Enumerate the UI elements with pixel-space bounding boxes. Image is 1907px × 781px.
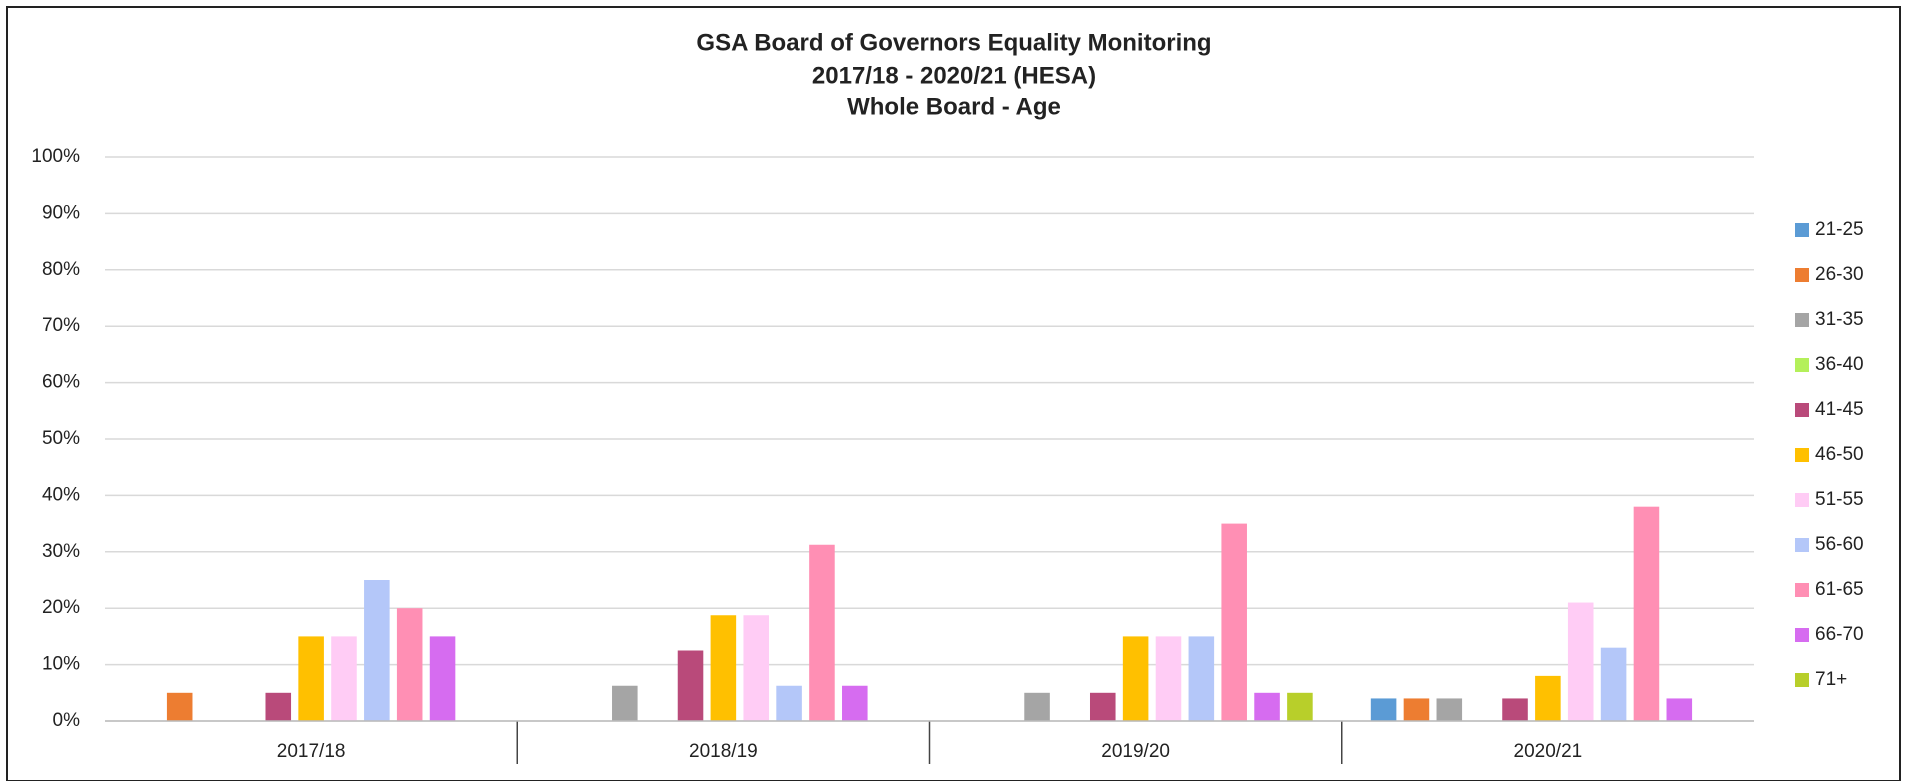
- bar: [809, 544, 835, 721]
- y-tick-label: 20%: [42, 597, 80, 618]
- bar: [1254, 692, 1280, 721]
- legend-swatch: [1795, 538, 1809, 552]
- bar: [1600, 647, 1627, 721]
- bar: [1633, 506, 1660, 721]
- legend-label: 36-40: [1815, 354, 1864, 375]
- chart-title: GSA Board of Governors Equality Monitori…: [696, 29, 1211, 56]
- bar: [429, 636, 456, 721]
- legend-label: 21-25: [1815, 219, 1864, 240]
- chart-subtitle: 2017/18 - 2020/21 (HESA): [812, 62, 1096, 89]
- x-tick-label: 2018/19: [689, 741, 758, 762]
- bar: [1155, 636, 1182, 721]
- legend-swatch: [1795, 583, 1809, 597]
- bar: [1221, 523, 1247, 721]
- y-tick-label: 10%: [42, 654, 80, 675]
- y-tick-label: 30%: [42, 541, 80, 562]
- y-tick-label: 80%: [42, 259, 80, 280]
- y-tick-label: 100%: [31, 146, 80, 167]
- bar: [1122, 636, 1149, 721]
- bar: [1188, 636, 1215, 721]
- bar: [842, 685, 868, 721]
- bar: [677, 650, 704, 721]
- y-tick-label: 0%: [53, 710, 81, 731]
- bar: [1567, 602, 1594, 721]
- legend-label: 51-55: [1815, 489, 1864, 510]
- y-tick-label: 70%: [42, 315, 80, 336]
- bar: [364, 580, 390, 721]
- legend-swatch: [1795, 448, 1809, 462]
- legend-label: 41-45: [1815, 399, 1864, 420]
- legend-label: 31-35: [1815, 309, 1864, 330]
- chart-subtitle: Whole Board - Age: [847, 93, 1061, 120]
- legend-swatch: [1795, 628, 1809, 642]
- legend-label: 46-50: [1815, 444, 1864, 465]
- y-tick-label: 40%: [42, 484, 80, 505]
- legend-swatch: [1795, 313, 1809, 327]
- bar: [166, 692, 193, 721]
- legend-swatch: [1795, 493, 1809, 507]
- bar: [612, 685, 638, 721]
- legend-label: 56-60: [1815, 534, 1864, 555]
- x-tick-label: 2020/21: [1514, 741, 1583, 762]
- bar: [1403, 698, 1430, 721]
- bar: [1502, 698, 1528, 721]
- y-tick-label: 90%: [42, 202, 80, 223]
- legend-swatch: [1795, 223, 1809, 237]
- bar: [331, 636, 357, 721]
- legend-label: 61-65: [1815, 579, 1864, 600]
- legend-swatch: [1795, 673, 1809, 687]
- x-tick-label: 2019/20: [1101, 741, 1170, 762]
- legend-label: 71+: [1815, 669, 1847, 690]
- bar: [1436, 698, 1463, 721]
- bar: [1287, 692, 1313, 721]
- bar: [710, 615, 737, 721]
- bar: [743, 615, 770, 721]
- bar: [396, 608, 423, 721]
- bar: [1535, 675, 1561, 721]
- legend-label: 66-70: [1815, 624, 1864, 645]
- y-tick-label: 60%: [42, 372, 80, 393]
- legend-swatch: [1795, 358, 1809, 372]
- y-tick-label: 50%: [42, 428, 80, 449]
- bar: [1089, 692, 1116, 721]
- bar: [776, 685, 802, 721]
- legend-label: 26-30: [1815, 264, 1864, 285]
- bar: [1024, 692, 1050, 721]
- bar: [1370, 698, 1397, 721]
- legend-swatch: [1795, 268, 1809, 282]
- bar: [1666, 698, 1693, 721]
- x-tick-label: 2017/18: [277, 741, 346, 762]
- legend-swatch: [1795, 403, 1809, 417]
- bar: [298, 636, 324, 721]
- bar: [265, 692, 292, 721]
